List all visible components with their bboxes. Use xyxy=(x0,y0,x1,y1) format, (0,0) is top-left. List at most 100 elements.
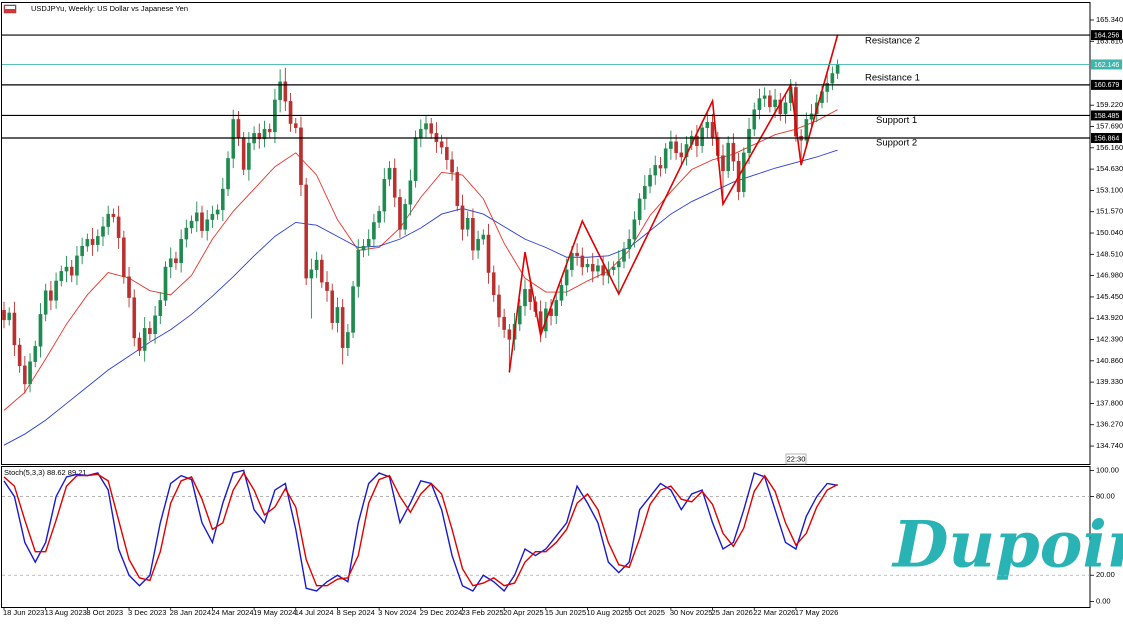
x-tick-label: 18 Jun 2023 xyxy=(3,608,44,617)
candle-body xyxy=(278,81,282,101)
candle-body xyxy=(267,128,272,133)
candle-body xyxy=(450,159,454,173)
symbol-icon-band xyxy=(5,6,15,9)
candle-body xyxy=(54,280,58,301)
candle-body xyxy=(189,220,194,229)
candle-body xyxy=(700,127,704,147)
candle-body xyxy=(742,152,746,192)
y-tick-label: 137.800 xyxy=(1096,398,1123,407)
candle-body xyxy=(7,312,12,321)
y-tick-label: 142.390 xyxy=(1096,335,1123,344)
candle-body xyxy=(288,101,293,124)
current-price: 162.146 xyxy=(1094,62,1119,69)
level-price-box xyxy=(1091,133,1122,144)
zigzag-line xyxy=(508,34,839,373)
x-tick-label: 8 Sep 2024 xyxy=(336,608,374,617)
x-tick-label: 25 Jan 2026 xyxy=(712,608,753,617)
y-tick-label: 157.690 xyxy=(1096,121,1123,130)
level-price: 160.679 xyxy=(1094,82,1119,89)
y-tick-label: 143.920 xyxy=(1096,313,1123,322)
candle-body xyxy=(231,119,236,159)
candle-body xyxy=(825,82,829,92)
candle-body xyxy=(111,213,116,218)
stoch-title: Stoch(5,3,3) 88.62 89.21 xyxy=(4,468,87,477)
candle-body xyxy=(28,361,32,385)
candle-body xyxy=(293,123,298,128)
countdown-box xyxy=(785,453,807,465)
candle-body xyxy=(184,227,189,240)
candle-body xyxy=(773,99,777,108)
y-tick-label: 148.510 xyxy=(1096,249,1123,258)
candle-body xyxy=(575,252,579,257)
y-tick-label: 20.00 xyxy=(1096,570,1115,579)
candle-body xyxy=(429,123,434,134)
candle-body xyxy=(346,332,350,348)
x-tick-label: 28 Jan 2024 xyxy=(170,608,211,617)
candle-body xyxy=(210,213,215,220)
y-tick-label: 159.220 xyxy=(1096,100,1123,109)
level-name: Resistance 1 xyxy=(865,72,920,83)
y-tick-label: 163.810 xyxy=(1096,36,1123,45)
candle-body xyxy=(23,365,27,385)
candle-body xyxy=(627,238,631,250)
x-tick-label: 8 Oct 2023 xyxy=(86,608,123,617)
candle-body xyxy=(465,218,470,230)
y-tick-label: 156.160 xyxy=(1096,143,1123,152)
y-tick-label: 134.740 xyxy=(1096,441,1123,450)
candle-body xyxy=(215,209,220,215)
x-tick-label: 13 Aug 2023 xyxy=(45,608,87,617)
x-tick-label: 14 Jul 2024 xyxy=(295,608,334,617)
candle-body xyxy=(205,219,209,231)
candle-body xyxy=(304,184,308,279)
candle-body xyxy=(69,266,74,276)
candle-body xyxy=(163,266,168,301)
candle-body xyxy=(241,137,246,170)
candle-body xyxy=(43,290,48,315)
candle-body xyxy=(142,328,147,351)
candle-body xyxy=(731,142,736,162)
candle-body xyxy=(757,98,762,110)
candle-body xyxy=(747,128,751,154)
candle-body xyxy=(726,142,730,172)
candle-body xyxy=(236,119,241,138)
candle-body xyxy=(12,312,17,346)
candle-body xyxy=(148,328,152,335)
candle-body xyxy=(137,337,142,351)
y-tick-label: 0.00 xyxy=(1096,596,1111,605)
candle-body xyxy=(835,64,840,74)
candle-body xyxy=(601,265,605,276)
candle-body xyxy=(283,81,288,102)
candle-body xyxy=(174,258,178,264)
y-tick-label: 100.00 xyxy=(1096,465,1119,474)
candle-body xyxy=(314,259,319,270)
candle-body xyxy=(49,290,53,301)
x-tick-label: 20 Apr 2025 xyxy=(503,608,543,617)
candle-body xyxy=(580,255,585,268)
candle-body xyxy=(491,272,496,296)
level-name: Support 2 xyxy=(876,138,917,149)
level-price: 156.864 xyxy=(1094,135,1119,142)
x-tick-label: 22 Mar 2026 xyxy=(753,608,795,617)
candle-body xyxy=(247,142,251,170)
x-tick-label: 10 Aug 2025 xyxy=(587,608,629,617)
candle-body xyxy=(33,346,38,362)
level-price: 158.485 xyxy=(1094,113,1119,120)
candle-body xyxy=(679,152,684,158)
candle-body xyxy=(445,147,449,160)
candle-body xyxy=(658,165,663,169)
candle-body xyxy=(669,141,673,149)
candle-body xyxy=(127,276,131,298)
candle-body xyxy=(85,238,90,247)
candle-body xyxy=(752,109,757,130)
candle-body xyxy=(528,289,533,302)
candle-body xyxy=(611,266,616,270)
candle-body xyxy=(309,269,314,279)
candle-body xyxy=(481,234,486,240)
candle-body xyxy=(221,188,225,211)
candle-body xyxy=(762,95,767,99)
candle-body xyxy=(194,212,199,222)
candle-body xyxy=(695,135,699,147)
candle-body xyxy=(554,300,559,316)
candle-body xyxy=(523,289,527,307)
